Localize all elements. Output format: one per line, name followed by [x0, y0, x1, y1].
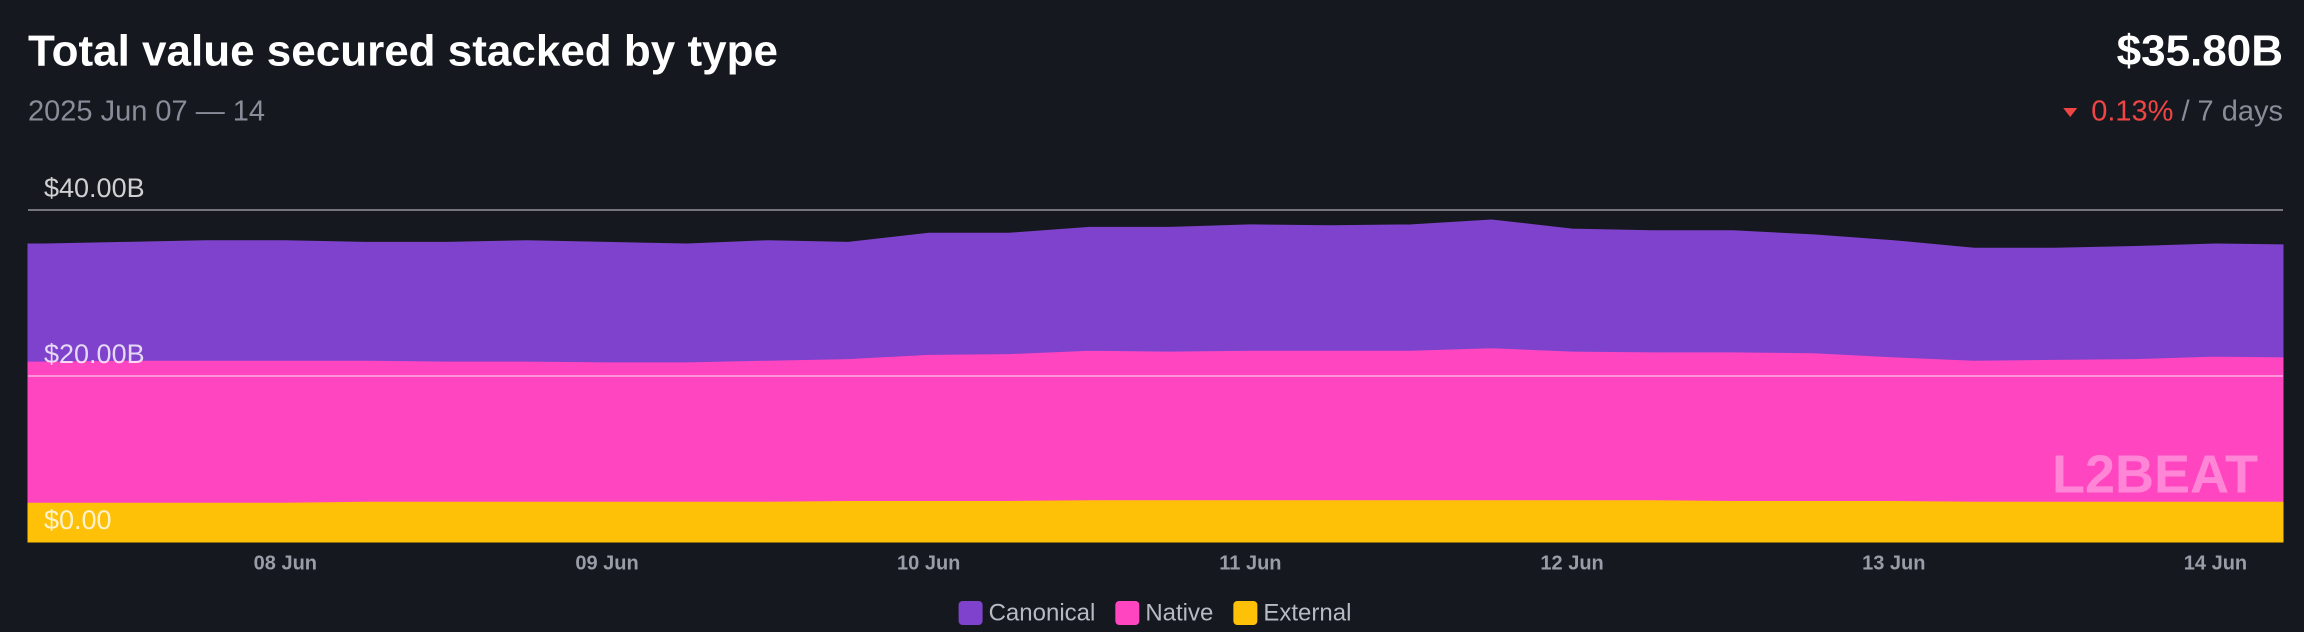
change-value: 0.13%	[2091, 96, 2173, 128]
chart-subtitle: 2025 Jun 07 — 14	[28, 96, 265, 128]
area	[27, 219, 2284, 363]
legend-swatch	[1233, 601, 1258, 625]
legend-item: Native	[1115, 599, 1213, 626]
down-arrow	[2063, 108, 2078, 117]
legend-item: External	[1233, 599, 1351, 626]
x-tick-label: 10 Jun	[897, 552, 960, 574]
change-row: 0.13% / 7 days	[2063, 96, 2283, 128]
area	[27, 347, 2284, 503]
legend-swatch	[958, 601, 983, 625]
x-tick-label: 08 Jun	[254, 552, 317, 574]
legend-item: Canonical	[958, 599, 1096, 626]
y-tick-label: $40.00B	[44, 173, 145, 203]
legend-label: Native	[1145, 599, 1213, 626]
legend: Canonical Native External	[958, 599, 1351, 626]
x-tick-label: 13 Jun	[1862, 552, 1925, 574]
overlay: $0.00 $20.00B $40.00B 08 Jun 09 Jun 10 Jun 11 …	[28, 173, 2283, 574]
legend-swatch	[1115, 601, 1140, 625]
y-tick-label: $20.00B	[44, 339, 145, 369]
legend-label: External	[1263, 599, 1351, 626]
y-tick-label: $0.00	[44, 505, 112, 535]
x-tick-label: 14 Jun	[2184, 552, 2247, 574]
x-tick-label: 12 Jun	[1540, 552, 1603, 574]
change-period: / 7 days	[2181, 96, 2283, 128]
x-tick-label: 11 Jun	[1219, 552, 1281, 574]
watermark: L2BEAT	[2052, 444, 2258, 504]
area	[27, 499, 2284, 543]
plot-area	[27, 219, 2284, 543]
legend-label: Canonical	[989, 599, 1096, 626]
x-tick-label: 09 Jun	[575, 552, 638, 574]
chart-title: Total value secured stacked by type	[28, 27, 778, 76]
total-value: $35.80B	[2117, 27, 2283, 76]
